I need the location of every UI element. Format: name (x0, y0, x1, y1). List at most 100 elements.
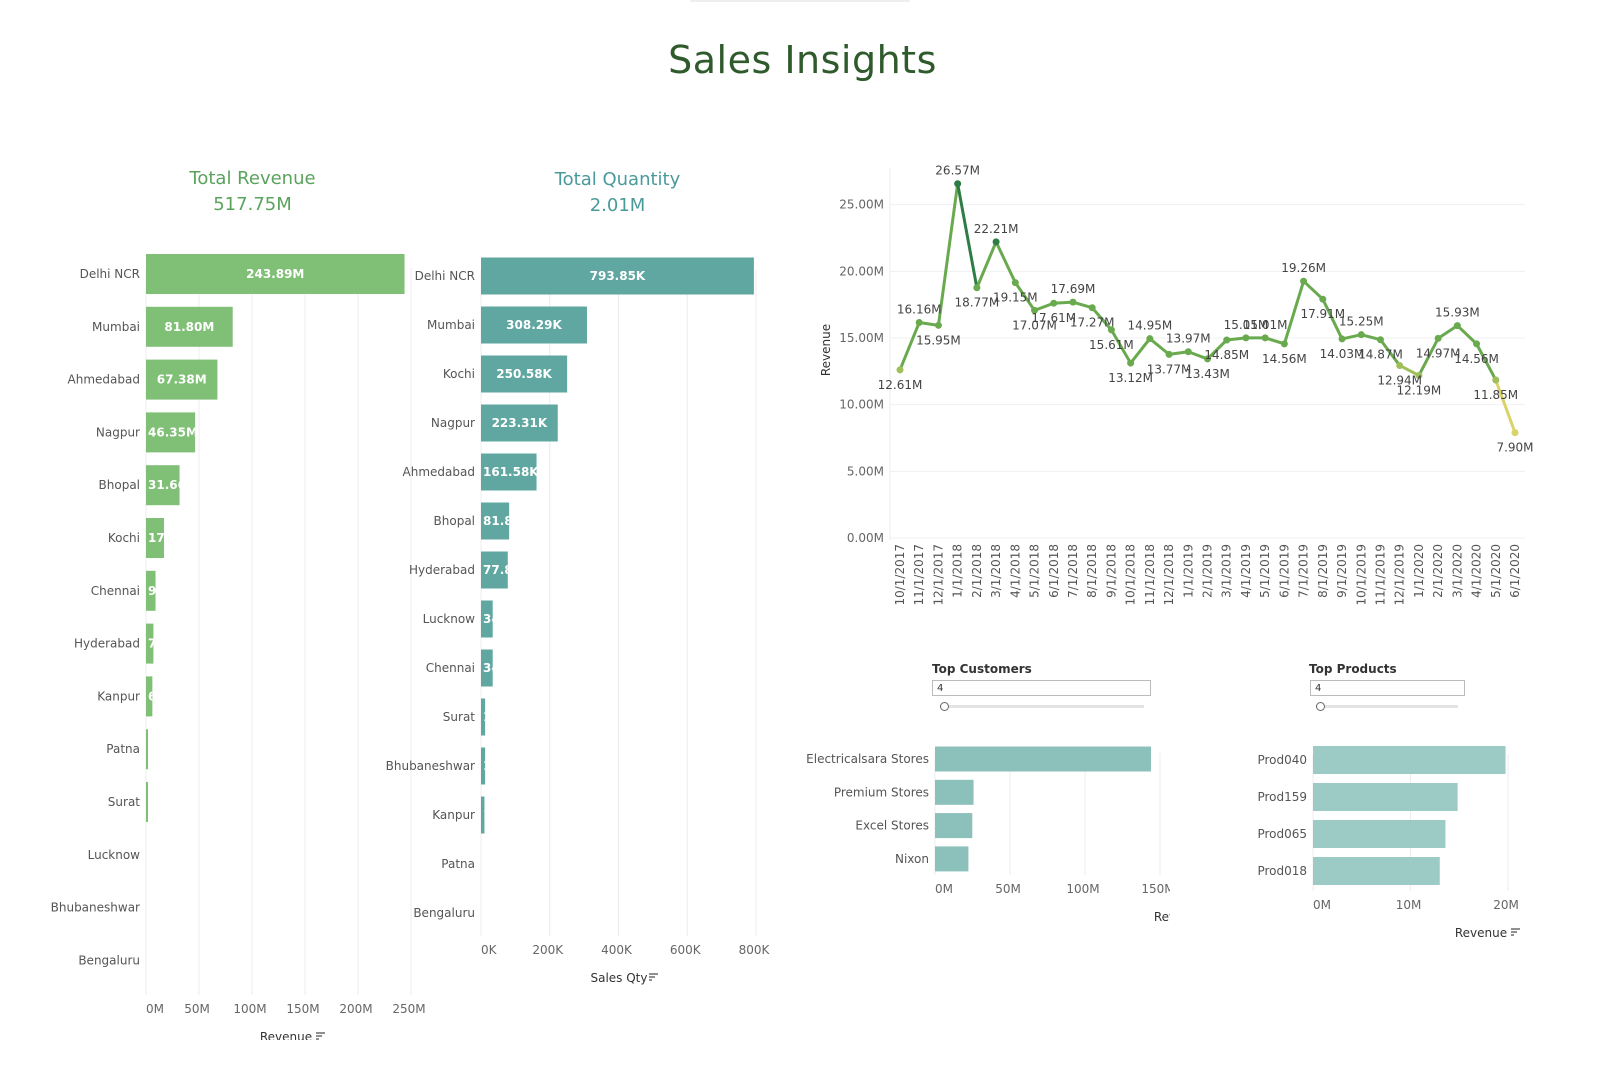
quantity_by_market-category-ahmedabad: Ahmedabad (403, 465, 475, 479)
quantity_by_market-value-hyderabad: 77.89 (483, 563, 521, 577)
revenue_by_market-category-ahmedabad: Ahmedabad (68, 373, 140, 387)
quantity_by_market-label-clip-chennai: 34 (483, 661, 500, 675)
trend-point-9-1-2019 (1338, 335, 1346, 343)
revenue_by_market-bar-kanpur (146, 676, 153, 717)
trend-label-6-1-2018: 17.61M (1031, 311, 1076, 325)
revenue_by_market-bar-ahmedabad (146, 359, 218, 400)
revenue_by_market-xtick-100m: 100M (233, 1002, 266, 1016)
revenue_by_market-bar-kochi (146, 518, 165, 558)
revenue_by_market-bar-nagpur (146, 412, 196, 453)
quantity_by_market-value-surat: 1 (483, 710, 491, 724)
revenue_by_market-label-clip-kochi: 17.4 (148, 531, 178, 545)
trend-xtick-1-1-2018: 1/1/2018 (951, 544, 965, 598)
trend-point-10-1-2019 (1357, 331, 1365, 339)
quantity_by_market-category-chennai: Chennai (426, 661, 475, 675)
trend-xtick-6-1-2018: 6/1/2018 (1047, 544, 1061, 598)
top-products-input[interactable]: 4 (1310, 680, 1465, 696)
trend-xtick-12-1-2017: 12/1/2017 (931, 544, 945, 606)
trend-xtick-7-1-2018: 7/1/2018 (1066, 544, 1080, 598)
revenue_by_market-bar-surat (146, 782, 148, 822)
trend-label-8-1-2019: 17.91M (1300, 307, 1345, 321)
revenue_by_market-value-kochi: 17.4 (148, 531, 178, 545)
quantity_by_market-value-kochi: 250.58K (496, 367, 552, 381)
quantity_by_market-value-delhi-ncr: 793.85K (590, 269, 646, 283)
trend-segment-21 (1302, 279, 1325, 301)
trend-label-5-1-2019: 15.01M (1243, 318, 1288, 332)
trend-label-3-1-2020: 15.93M (1435, 306, 1480, 320)
trend-point-4-1-2018 (1011, 279, 1019, 287)
trend-segment-30 (1475, 342, 1498, 382)
revenue_by_market-label-clip-nagpur: 46.35M (148, 425, 198, 439)
quantity_by_market-xtick-800k: 800K (739, 943, 771, 957)
revenue_by_market-value-ahmedabad: 67.38M (157, 373, 207, 387)
trend-point-2-1-2020 (1434, 334, 1442, 342)
revenue_by_market-category-patna: Patna (106, 742, 140, 756)
revenue_by_market-category-lucknow: Lucknow (88, 848, 141, 862)
top-products-chart: 0M 10M 20M Revenue Prod040 Prod159 Prod065 Prod… (1257, 746, 1520, 940)
quantity_by_market-value-lucknow: 34 (483, 612, 500, 626)
top-products-slider[interactable] (1316, 705, 1458, 708)
trend-label-6-1-2020: 7.90M (1496, 441, 1533, 455)
trend-point-7-1-2019 (1300, 277, 1308, 285)
trend-label-4-1-2020: 14.56M (1454, 352, 1499, 366)
trend-label-8-1-2018: 17.27M (1070, 316, 1115, 330)
trend-xtick-9-1-2019: 9/1/2019 (1335, 544, 1349, 598)
revenue_by_market-category-bengaluru: Bengaluru (78, 953, 140, 967)
trend-point-3-1-2020 (1453, 322, 1461, 330)
quantity_by_market-label-clip-bhopal: 81.89 (483, 514, 509, 528)
trend-point-1-1-2019 (1184, 348, 1192, 356)
top-customers-input[interactable]: 4 (932, 680, 1151, 696)
quantity_by_market-label-clip-kochi: 250.58K (496, 367, 552, 381)
top-products-slider-handle[interactable] (1316, 702, 1325, 711)
trend-xtick-12-1-2019: 12/1/2019 (1393, 544, 1407, 606)
quantity_by_market-label-clip-bhubaneshwar: 1 (483, 759, 485, 773)
trend-xtick-7-1-2019: 7/1/2019 (1297, 544, 1311, 598)
quantity_by_market-category-bhubaneshwar: Bhubaneshwar (386, 759, 475, 773)
top-products-title: Top Products (1309, 662, 1397, 676)
revenue-kpi-value: 517.75M (213, 194, 292, 215)
top_products-xlabel: Revenue (1455, 926, 1507, 940)
trend-xtick-8-1-2019: 8/1/2019 (1316, 544, 1330, 598)
trend-point-2-1-2019 (1204, 355, 1211, 363)
top_products-category-prod040: Prod040 (1257, 753, 1307, 767)
trend-xtick-11-1-2019: 11/1/2019 (1373, 544, 1387, 606)
revenue_by_market-category-bhopal: Bhopal (99, 478, 140, 492)
quantity_by_market-label-clip-lucknow: 34 (483, 612, 500, 626)
revenue_by_market-value-nagpur: 46.35M (148, 425, 198, 439)
quantity_by_market-value-chennai: 34 (483, 661, 500, 675)
trend-xtick-1-1-2020: 1/1/2020 (1412, 544, 1426, 598)
top-customers-slider[interactable] (940, 705, 1144, 708)
trend-xtick-4-1-2018: 4/1/2018 (1008, 544, 1022, 598)
quantity_by_market-category-mumbai: Mumbai (427, 318, 475, 332)
trend-xtick-2-1-2018: 2/1/2018 (970, 544, 984, 598)
quantity_by_market-bar-kochi (481, 355, 568, 393)
quantity_by_market-label-clip-ahmedabad: 161.58K (483, 465, 537, 479)
trend-point-5-1-2020 (1492, 376, 1500, 384)
top_customers-xtick-150m: 150M (1141, 882, 1170, 896)
top-handle (690, 0, 910, 2)
trend-segment-27 (1417, 336, 1440, 377)
trend-label-2-1-2020: 14.97M (1416, 346, 1461, 360)
quantity_by_market-category-kanpur: Kanpur (432, 808, 475, 822)
revenue_by_market-bar-patna (146, 729, 148, 770)
quantity_by_market-category-nagpur: Nagpur (431, 416, 475, 430)
trend-segment-25 (1378, 338, 1402, 367)
top-customers-slider-handle[interactable] (940, 702, 949, 711)
trend-point-2-1-2018 (973, 284, 981, 292)
revenue_by_market-category-delhi-ncr: Delhi NCR (80, 267, 140, 281)
trend-point-12-1-2019 (1396, 361, 1404, 369)
revenue_by_market-bar-chennai (146, 570, 156, 611)
trend-ytick-10-00m: 10.00M (839, 398, 884, 412)
trend-segment-12 (1129, 337, 1152, 365)
trend-xtick-10-1-2018: 10/1/2018 (1124, 544, 1138, 606)
top_products-category-prod018: Prod018 (1257, 864, 1307, 878)
trend-label-1-1-2018: 26.57M (935, 164, 980, 178)
trend-label-9-1-2019: 14.03M (1320, 347, 1365, 361)
trend-label-1-1-2020: 12.19M (1397, 383, 1442, 397)
top_products-bar-prod040 (1313, 746, 1506, 774)
top_customers-xlabel: Revenue (1154, 910, 1170, 924)
trend-xtick-3-1-2018: 3/1/2018 (989, 544, 1003, 598)
quantity_by_market-value-nagpur: 223.31K (492, 416, 548, 430)
revenue_by_market-value-hyderabad: 7 (148, 637, 156, 651)
quantity_by_market-value-kanpur: 1 (483, 808, 491, 822)
